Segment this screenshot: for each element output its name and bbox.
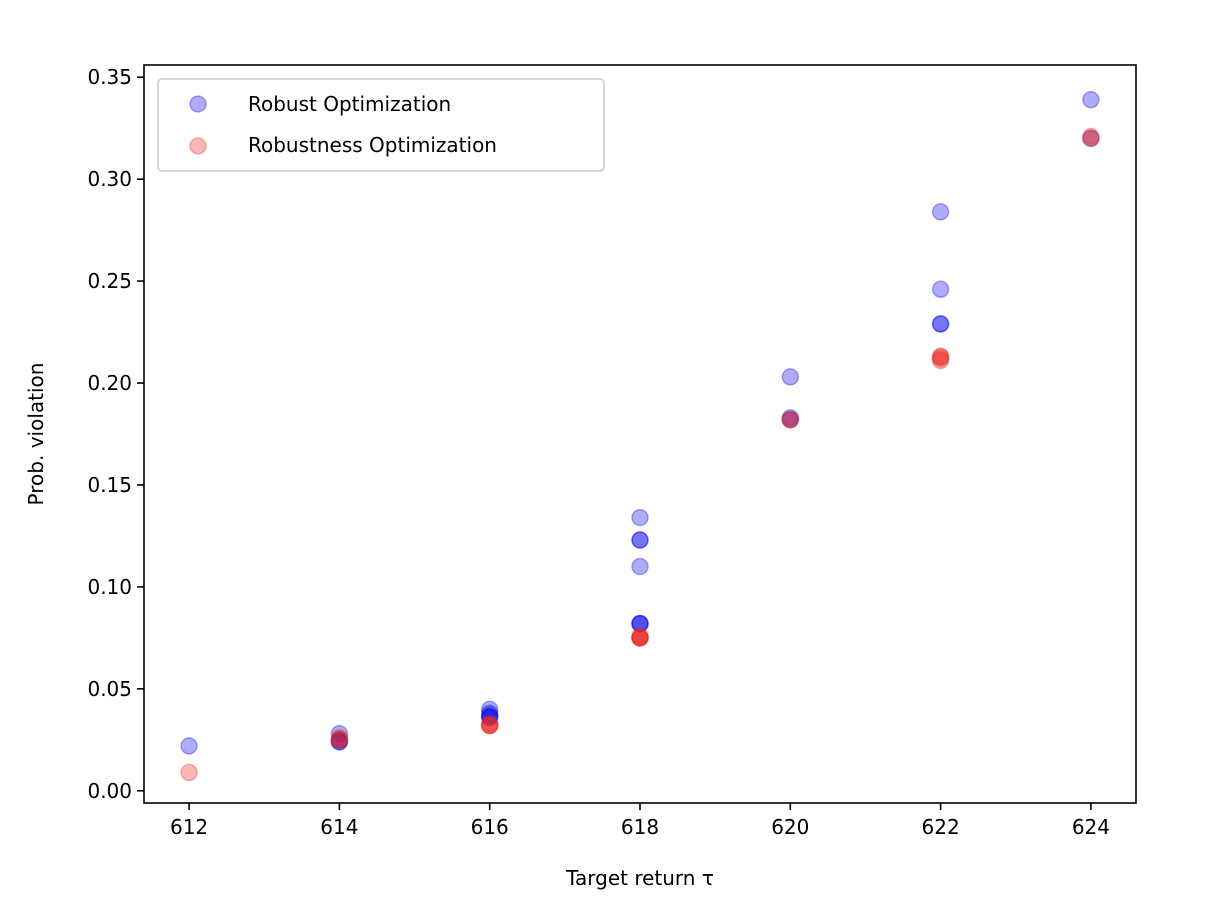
robustness-point (631, 629, 649, 647)
robust-point (781, 410, 800, 429)
robust-point (631, 557, 649, 576)
y-tick-label: 0.35 (87, 65, 132, 89)
points-layer (180, 90, 1100, 782)
robust-point (931, 315, 950, 333)
robustness-point (1082, 129, 1100, 148)
y-tick-label: 0.30 (87, 167, 132, 191)
robustness-point (480, 716, 499, 735)
robust-point (781, 408, 800, 427)
y-axis: 0.00 0.05 0.10 0.15 0.20 0.25 0.30 0.35 (87, 65, 144, 803)
robust-point (631, 614, 649, 633)
y-tick-label: 0.20 (87, 371, 132, 395)
robustness-point (180, 763, 198, 782)
x-axis: 612 614 616 618 620 622 624 (170, 803, 1110, 839)
robustness-point (1082, 127, 1100, 146)
robust-point (180, 737, 198, 755)
robust-point (330, 731, 349, 749)
robustness-point (480, 716, 499, 735)
robustness-point (480, 716, 499, 735)
y-tick-label: 0.10 (87, 575, 132, 599)
robust-point (330, 724, 349, 743)
robustness-point (330, 731, 349, 749)
robust-point (931, 280, 950, 299)
robust-point (480, 700, 499, 718)
robustness-point (631, 627, 649, 645)
robustness-point (931, 347, 950, 366)
x-tick-label: 612 (170, 815, 208, 839)
robustness-point (931, 349, 950, 368)
robustness-point (931, 351, 950, 370)
robust-point (631, 614, 649, 633)
robustness-point (480, 714, 499, 733)
robust-point (1082, 129, 1100, 148)
robust-point (1082, 90, 1100, 109)
robust-point (480, 706, 499, 725)
robust-point (330, 733, 349, 751)
robust-point (631, 531, 649, 549)
robust-point (631, 614, 649, 633)
legend-box (157, 78, 605, 172)
y-axis-title: Prob. violation (24, 363, 48, 506)
x-tick-label: 616 (471, 815, 509, 839)
robust-point (330, 733, 349, 751)
robust-point (631, 531, 649, 549)
legend-label-robust: Robust Optimization (248, 92, 451, 116)
legend-label-robustness: Robustness Optimization (248, 133, 497, 157)
robustness-point (781, 410, 800, 429)
robust-point (480, 704, 499, 723)
robust-point (480, 708, 499, 727)
x-tick-label: 614 (320, 815, 358, 839)
y-tick-label: 0.25 (87, 269, 132, 293)
robustness-point (931, 347, 950, 366)
x-tick-label: 620 (771, 815, 809, 839)
legend-marker-robust (189, 95, 207, 113)
x-tick-label: 622 (922, 815, 960, 839)
y-tick-label: 0.15 (87, 473, 132, 497)
y-tick-label: 0.05 (87, 677, 132, 701)
y-tick-label: 0.00 (87, 779, 132, 803)
robustness-point (330, 729, 349, 747)
robust-point (931, 203, 950, 221)
robustness-point (631, 629, 649, 647)
robust-point (631, 508, 649, 527)
x-axis-title: Target return τ (565, 866, 714, 890)
x-tick-label: 618 (621, 815, 659, 839)
robust-point (781, 368, 800, 386)
robust-point (480, 708, 499, 727)
robustness-point (631, 629, 649, 647)
legend: Robust Optimization Robustness Optimizat… (157, 78, 605, 172)
robustness-point (631, 629, 649, 647)
x-tick-label: 624 (1072, 815, 1110, 839)
robustness-point (781, 410, 800, 429)
legend-marker-robustness (189, 137, 207, 155)
robust-point (931, 315, 950, 333)
robustness-point (330, 731, 349, 749)
